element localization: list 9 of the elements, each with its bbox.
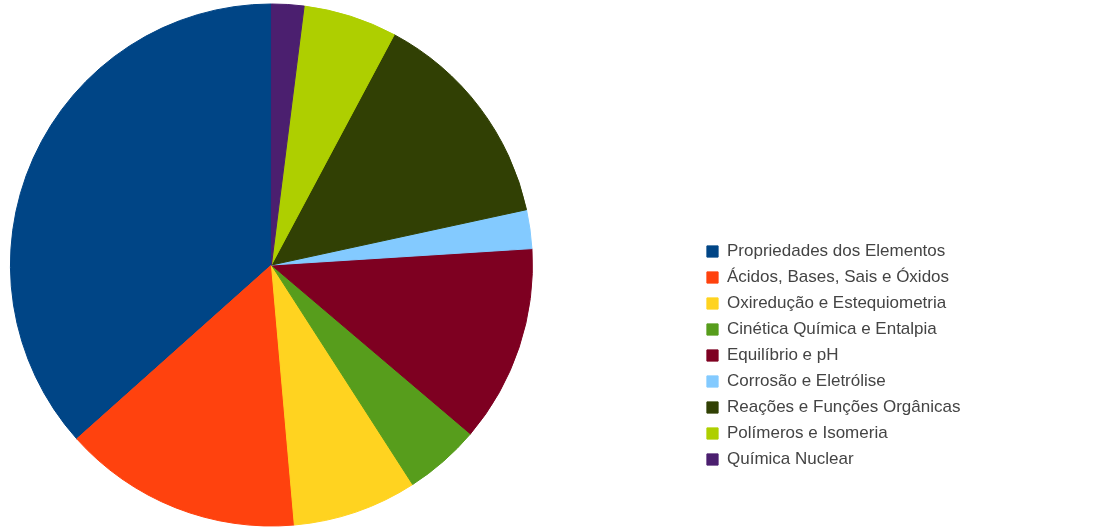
legend-label: Propriedades dos Elementos <box>727 241 946 261</box>
legend-label: Química Nuclear <box>727 449 854 469</box>
legend-label: Ácidos, Bases, Sais e Óxidos <box>727 267 950 287</box>
legend-label: Polímeros e Isomeria <box>727 423 888 443</box>
legend-label: Oxiredução e Estequiometria <box>727 293 947 313</box>
legend-label: Cinética Química e Entalpia <box>727 319 937 339</box>
legend-label: Corrosão e Eletrólise <box>727 371 886 391</box>
legend-label: Equilíbrio e pH <box>727 345 839 365</box>
legend-label: Reações e Funções Orgânicas <box>727 397 961 417</box>
